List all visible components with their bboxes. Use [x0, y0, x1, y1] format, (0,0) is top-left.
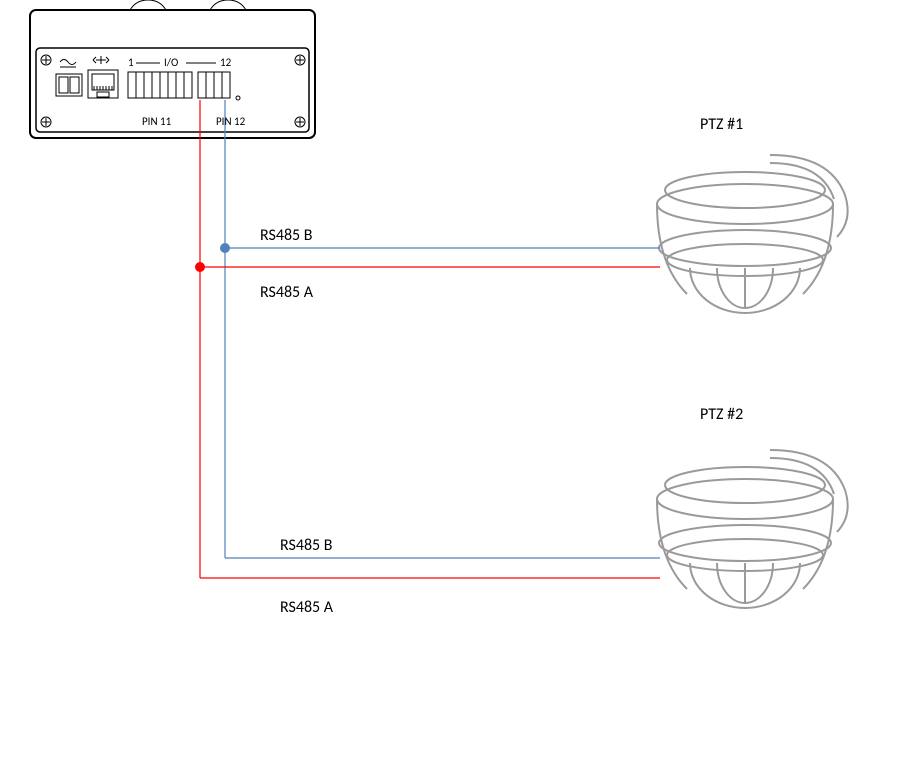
ptz-camera-1 — [657, 155, 848, 313]
device-box: 1 I/O 12 — [30, 0, 315, 138]
junction-blue — [220, 243, 230, 253]
junction-red — [195, 262, 205, 272]
pin12-label: PIN 12 — [216, 115, 245, 128]
ptz1-label: PTZ #1 — [700, 115, 743, 134]
svg-text:I/O: I/O — [164, 56, 178, 69]
rs485a-label-1: RS485 A — [260, 283, 313, 302]
rs485b-label-1: RS485 B — [260, 226, 312, 245]
svg-text:1: 1 — [128, 56, 134, 69]
wiring-diagram: 1 I/O 12 — [0, 0, 903, 767]
rs485b-label-2: RS485 B — [280, 536, 332, 555]
ptz-camera-2 — [657, 450, 848, 608]
ptz2-label: PTZ #2 — [700, 405, 743, 424]
svg-text:12: 12 — [220, 56, 232, 69]
rs485a-label-2: RS485 A — [280, 598, 333, 617]
pin11-label: PIN 11 — [142, 115, 171, 128]
